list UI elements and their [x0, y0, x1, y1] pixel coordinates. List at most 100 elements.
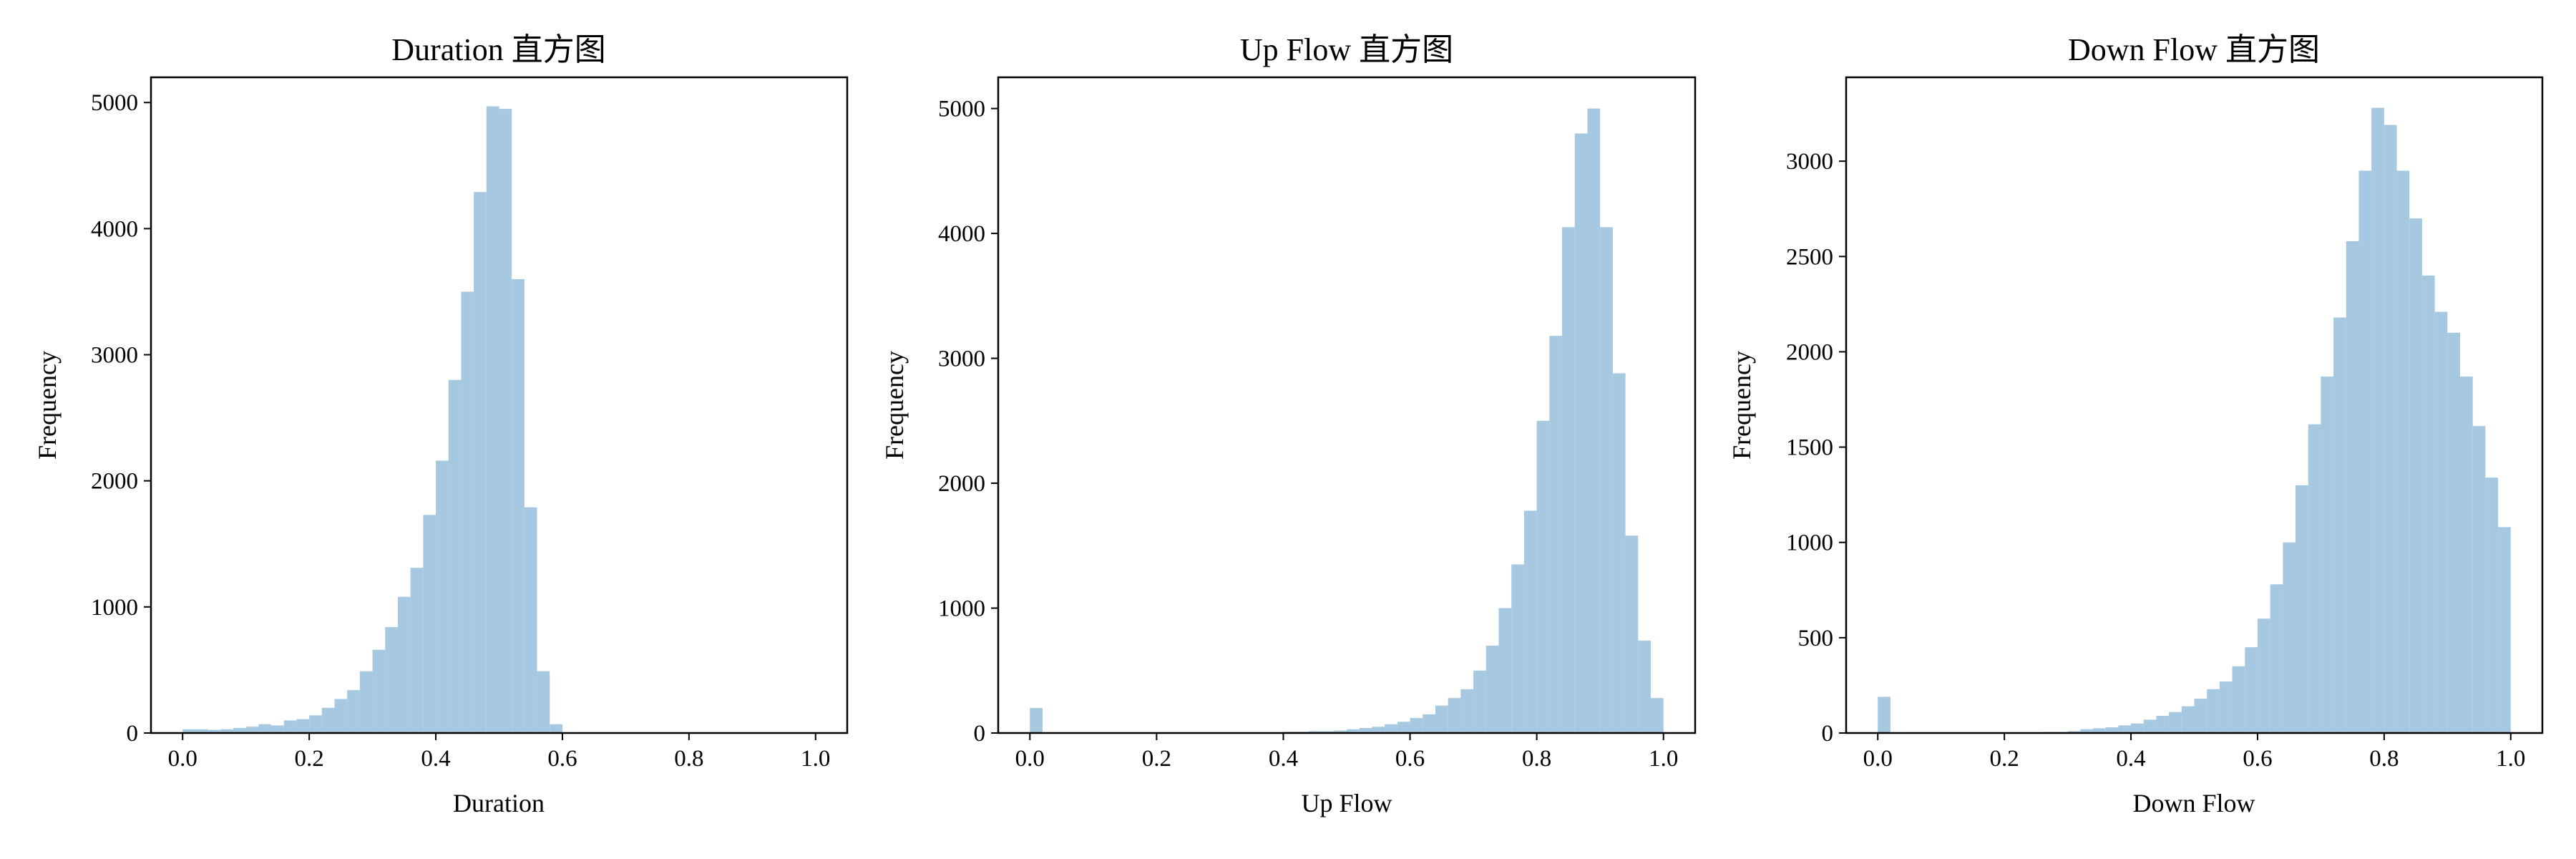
histogram-bar — [2447, 332, 2461, 733]
histogram-bar — [347, 690, 360, 733]
histogram-bar — [436, 460, 449, 733]
x-tick-label: 0.0 — [168, 746, 197, 772]
y-tick-label: 3000 — [938, 346, 985, 372]
histogram-bar — [1600, 227, 1613, 733]
histogram-bar — [296, 719, 310, 733]
y-tick-label: 1000 — [938, 596, 985, 622]
x-tick-label: 0.2 — [295, 746, 324, 772]
histogram-bar — [2358, 170, 2372, 734]
histogram-bar — [1549, 336, 1563, 733]
histogram-bar — [512, 278, 525, 734]
x-tick-label: 1.0 — [2496, 746, 2525, 772]
histogram-bar — [258, 724, 272, 733]
y-tick-label: 1000 — [1786, 530, 1833, 556]
x-tick-label: 0.4 — [421, 746, 450, 772]
histogram-bar — [1410, 718, 1423, 733]
plot-area: 0.0 0.2 0.4 0.6 0.8 1.0 0 1000 2000 3000 4000 5000 — [91, 76, 849, 772]
histogram-bar — [461, 291, 474, 734]
x-tick-label: 0.8 — [1522, 746, 1551, 772]
histogram-bar — [1485, 645, 1499, 733]
histogram-bar — [2156, 716, 2170, 733]
histogram-bar — [2434, 311, 2448, 733]
histogram-bar — [2181, 706, 2195, 733]
histogram-bar — [1574, 133, 1588, 733]
x-tick-label: 1.0 — [801, 746, 830, 772]
histogram-bar — [1372, 727, 1385, 733]
histogram-bar — [499, 109, 512, 734]
histogram-bar — [334, 699, 348, 733]
histogram-bar — [1587, 108, 1601, 733]
histogram-bar — [2485, 477, 2499, 733]
histogram-bar — [2169, 712, 2182, 733]
histogram-bar — [2283, 542, 2296, 733]
chart-title: Duration 直方图 — [391, 32, 605, 67]
histogram-bar — [1347, 729, 1360, 733]
x-tick-label: 0.6 — [1395, 746, 1425, 772]
x-tick-label: 0.2 — [1142, 746, 1171, 772]
x-tick-label: 0.8 — [674, 746, 703, 772]
histogram-bar — [2232, 666, 2245, 733]
axes-frame — [997, 76, 1697, 734]
histogram-bar — [1625, 535, 1639, 733]
histogram-bar — [321, 707, 335, 733]
x-tick-label: 0.4 — [1269, 746, 1298, 772]
x-axis-label: Up Flow — [1301, 789, 1392, 817]
histogram-bar — [2257, 618, 2270, 733]
plot-area: 0.0 0.2 0.4 0.6 0.8 1.0 0 500 1000 1500 2000 2500 30… — [1786, 76, 2544, 772]
x-tick-label: 0.0 — [1015, 746, 1045, 772]
histogram-bar — [2498, 527, 2511, 733]
x-tick-label: 0.6 — [547, 746, 577, 772]
histogram-bar — [271, 725, 284, 733]
histogram-bar — [208, 729, 221, 733]
histogram-bar — [2421, 275, 2435, 733]
x-tick-label: 1.0 — [1649, 746, 1678, 772]
histogram-bar — [1435, 705, 1448, 733]
histogram-bar — [182, 729, 195, 733]
histogram-bar — [2409, 218, 2422, 733]
y-tick-label: 4000 — [91, 216, 138, 242]
y-tick-label: 2000 — [91, 469, 138, 495]
y-tick-label: 0 — [127, 721, 139, 747]
histogram-bar — [550, 724, 562, 733]
histogram-bar — [2460, 377, 2473, 733]
histogram-bar — [1385, 724, 1397, 733]
histogram-bar — [2143, 719, 2157, 733]
histogram-bar — [486, 106, 499, 733]
histogram-bar — [410, 568, 424, 733]
histogram-bar — [1423, 714, 1435, 733]
histogram-bar — [1030, 708, 1043, 733]
histogram-bar — [1523, 510, 1537, 733]
histogram-bar — [195, 729, 208, 733]
histogram-bar — [2092, 728, 2106, 733]
histogram-bar — [1448, 698, 1461, 733]
histogram-bar — [423, 515, 436, 733]
histogram-bar — [524, 507, 537, 733]
histogram-bar — [1562, 227, 1575, 733]
y-tick-label: 0 — [1822, 721, 1834, 747]
histogram-bar — [1498, 608, 1512, 733]
histogram-bar — [1321, 731, 1335, 733]
histogram-bar — [2308, 424, 2321, 733]
axes-frame — [1845, 76, 2544, 734]
histogram-bar — [309, 715, 322, 733]
histogram-bar — [220, 729, 233, 733]
y-tick-label: 1000 — [91, 595, 138, 621]
chart-title: Down Flow 直方图 — [2068, 32, 2320, 67]
histogram-bar — [359, 671, 373, 733]
histogram-bar — [2384, 125, 2397, 733]
duration-histogram-panel: Duration 直方图 Duration Frequency 0.0 0.2 0.… — [33, 32, 849, 817]
histogram-bar — [2371, 107, 2384, 734]
x-axis-label: Down Flow — [2132, 789, 2255, 817]
y-tick-label: 3000 — [91, 343, 138, 369]
histogram-bar — [245, 727, 259, 733]
y-tick-label: 2500 — [1786, 244, 1833, 270]
y-tick-label: 1500 — [1786, 435, 1833, 461]
histogram-bar — [537, 671, 550, 733]
histogram-bar — [2080, 729, 2093, 733]
y-tick-label: 0 — [974, 721, 986, 747]
x-tick-label: 0.2 — [1990, 746, 2019, 772]
y-axis-label: Frequency — [880, 351, 909, 460]
histogram-bar — [2194, 699, 2207, 733]
histogram-bar — [2245, 647, 2258, 733]
